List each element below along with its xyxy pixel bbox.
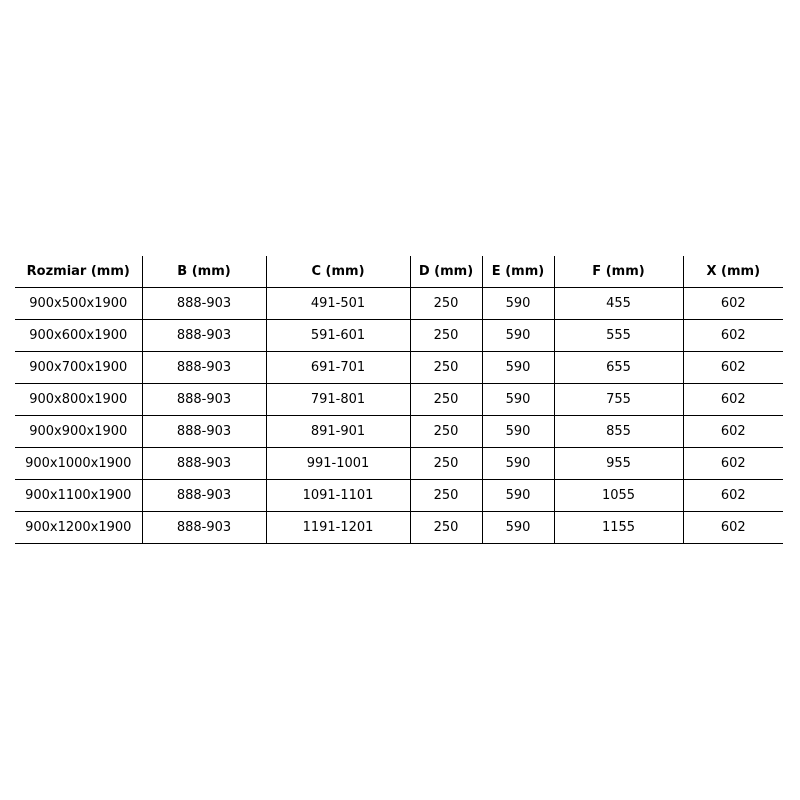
table-cell: 250 bbox=[409, 287, 482, 320]
table-row: 900x900x1900 888-903 891-901 250 590 855 602 bbox=[15, 415, 783, 448]
table-cell: 250 bbox=[409, 319, 482, 352]
table-row: 900x500x1900 888-903 491-501 250 590 455 602 bbox=[15, 287, 783, 320]
table-cell: 900x900x1900 bbox=[15, 415, 142, 448]
table-cell: 602 bbox=[682, 287, 783, 320]
column-header: X (mm) bbox=[682, 256, 783, 288]
table-row: 900x1200x1900 888-903 1191-1201 250 590 1155 6… bbox=[15, 511, 783, 544]
table-cell: 491-501 bbox=[265, 287, 410, 320]
column-header: B (mm) bbox=[141, 256, 266, 288]
table-cell: 590 bbox=[481, 479, 554, 512]
table-cell: 590 bbox=[481, 415, 554, 448]
column-header: Rozmiar (mm) bbox=[15, 256, 142, 288]
table-cell: 590 bbox=[481, 287, 554, 320]
table-cell: 888-903 bbox=[141, 479, 266, 512]
table-cell: 1091-1101 bbox=[265, 479, 410, 512]
table-cell: 900x1100x1900 bbox=[15, 479, 142, 512]
table-cell: 555 bbox=[553, 319, 683, 352]
table-cell: 591-601 bbox=[265, 319, 410, 352]
table-cell: 250 bbox=[409, 383, 482, 416]
table-cell: 602 bbox=[682, 383, 783, 416]
table-cell: 602 bbox=[682, 319, 783, 352]
table-cell: 888-903 bbox=[141, 415, 266, 448]
column-header: E (mm) bbox=[481, 256, 554, 288]
table-cell: 888-903 bbox=[141, 511, 266, 544]
table-cell: 250 bbox=[409, 351, 482, 384]
table-cell: 900x1000x1900 bbox=[15, 447, 142, 480]
table-cell: 900x1200x1900 bbox=[15, 511, 142, 544]
table-row: 900x1000x1900 888-903 991-1001 250 590 955 602 bbox=[15, 447, 783, 480]
table-cell: 900x600x1900 bbox=[15, 319, 142, 352]
table-cell: 250 bbox=[409, 415, 482, 448]
table-cell: 891-901 bbox=[265, 415, 410, 448]
table-row: 900x600x1900 888-903 591-601 250 590 555 602 bbox=[15, 319, 783, 352]
table-cell: 590 bbox=[481, 351, 554, 384]
table-cell: 1155 bbox=[553, 511, 683, 544]
table-row: 900x800x1900 888-903 791-801 250 590 755 602 bbox=[15, 383, 783, 416]
table-cell: 991-1001 bbox=[265, 447, 410, 480]
table-cell: 888-903 bbox=[141, 319, 266, 352]
table-cell: 455 bbox=[553, 287, 683, 320]
table-cell: 250 bbox=[409, 479, 482, 512]
table-row: 900x700x1900 888-903 691-701 250 590 655 602 bbox=[15, 351, 783, 384]
table-cell: 1191-1201 bbox=[265, 511, 410, 544]
table-cell: 955 bbox=[553, 447, 683, 480]
table-cell: 602 bbox=[682, 511, 783, 544]
column-header: D (mm) bbox=[409, 256, 482, 288]
table-cell: 602 bbox=[682, 351, 783, 384]
table-cell: 755 bbox=[553, 383, 683, 416]
table-cell: 250 bbox=[409, 447, 482, 480]
table-cell: 590 bbox=[481, 511, 554, 544]
table-row: 900x1100x1900 888-903 1091-1101 250 590 1055 6… bbox=[15, 479, 783, 512]
table-cell: 855 bbox=[553, 415, 683, 448]
table-cell: 888-903 bbox=[141, 287, 266, 320]
table-cell: 691-701 bbox=[265, 351, 410, 384]
table-cell: 791-801 bbox=[265, 383, 410, 416]
table-cell: 250 bbox=[409, 511, 482, 544]
table-cell: 900x800x1900 bbox=[15, 383, 142, 416]
table-cell: 590 bbox=[481, 447, 554, 480]
table-cell: 888-903 bbox=[141, 383, 266, 416]
dimensions-table: Rozmiar (mm) B (mm) C (mm) D (mm) E (mm) F (m… bbox=[15, 256, 783, 544]
table-cell: 590 bbox=[481, 319, 554, 352]
table-cell: 900x700x1900 bbox=[15, 351, 142, 384]
table-cell: 888-903 bbox=[141, 447, 266, 480]
table-cell: 590 bbox=[481, 383, 554, 416]
table-cell: 655 bbox=[553, 351, 683, 384]
table-cell: 602 bbox=[682, 447, 783, 480]
header-row: Rozmiar (mm) B (mm) C (mm) D (mm) E (mm) F (m… bbox=[15, 256, 783, 288]
table-cell: 888-903 bbox=[141, 351, 266, 384]
column-header: C (mm) bbox=[265, 256, 410, 288]
table-cell: 900x500x1900 bbox=[15, 287, 142, 320]
table-cell: 602 bbox=[682, 415, 783, 448]
column-header: F (mm) bbox=[553, 256, 683, 288]
table-cell: 602 bbox=[682, 479, 783, 512]
table-cell: 1055 bbox=[553, 479, 683, 512]
